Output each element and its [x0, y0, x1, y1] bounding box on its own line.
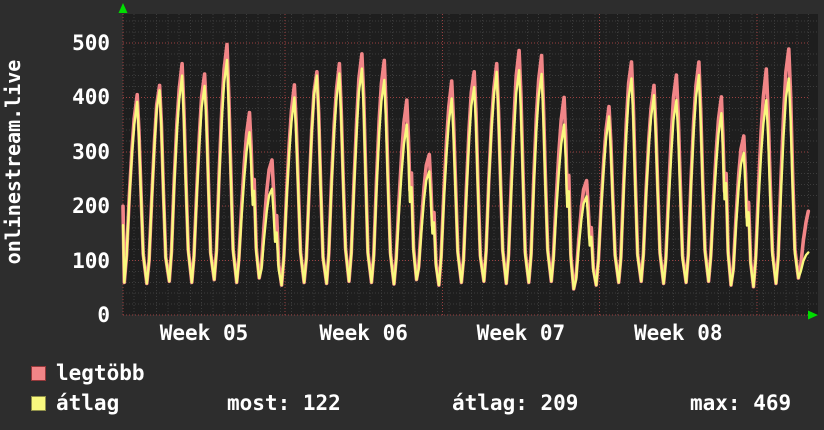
y-tick-label: 0	[97, 303, 110, 327]
y-tick-label: 300	[72, 139, 110, 164]
x-tick-label: Week 08	[633, 321, 723, 345]
x-tick-label: Week 06	[319, 321, 408, 345]
x-tick-label: Week 07	[476, 321, 566, 345]
y-tick-label: 100	[72, 248, 110, 273]
y-axis-arrow-icon	[118, 3, 128, 13]
stat-max: max: 469	[690, 391, 792, 415]
x-tick-label: Week 05	[159, 321, 249, 345]
y-tick-label: 400	[72, 85, 110, 110]
stat-atlag: átlag: 209	[452, 391, 579, 415]
legend-swatch-max	[31, 365, 46, 381]
y-tick-label: 200	[72, 194, 110, 219]
legend-row-max: legtöbb	[31, 362, 145, 384]
stat-most: most: 122	[227, 391, 341, 415]
series-atlag-line	[121, 58, 810, 291]
y-tick-label: 500	[72, 31, 110, 55]
legend-label-max: legtöbb	[56, 361, 145, 385]
legend-swatch-avg	[31, 395, 46, 411]
x-axis-arrow-icon	[808, 310, 818, 320]
legend-row-avg: átlag	[31, 392, 119, 414]
legend-label-avg: átlag	[56, 391, 120, 415]
